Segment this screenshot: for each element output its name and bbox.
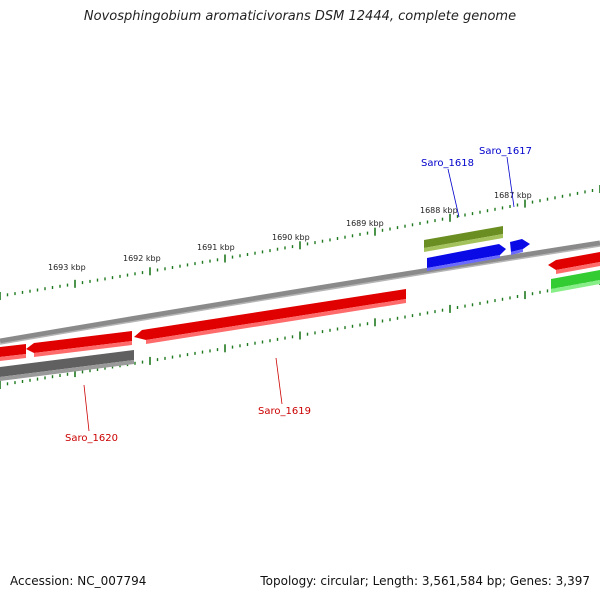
gene-left-edge-shade — [0, 354, 26, 361]
gene-right-green[interactable] — [551, 270, 600, 289]
gene-right-red[interactable] — [548, 252, 600, 270]
gene-right-red-shade — [556, 262, 600, 274]
leader-saro-1618 — [447, 168, 460, 218]
map-title: Novosphingobium aromaticivorans DSM 1244… — [83, 9, 517, 24]
kbp-label-1688: 1688 kbp — [420, 206, 458, 215]
gene-gray[interactable] — [0, 350, 134, 377]
gene-label-saro-1617: Saro_1617 — [479, 146, 532, 157]
gene-label-saro-1618: Saro_1618 — [421, 158, 474, 169]
tick-track-lower — [0, 277, 600, 389]
gene-saro-1617[interactable] — [510, 239, 530, 252]
gene-label-saro-1619: Saro_1619 — [258, 406, 311, 417]
kbp-label-1691: 1691 kbp — [197, 243, 235, 252]
tick-track-upper — [0, 185, 600, 300]
genome-backbone-shadow — [0, 245, 600, 345]
kbp-label-1687: 1687 kbp — [494, 191, 532, 200]
leader-saro-1619 — [275, 357, 283, 405]
genome-backbone — [0, 240, 600, 344]
gene-right-green-shade — [551, 280, 600, 293]
kbp-label-1690: 1690 kbp — [272, 233, 310, 242]
gene-saro-1619[interactable] — [134, 289, 406, 340]
kbp-label-1692: 1692 kbp — [123, 254, 161, 263]
gene-saro-1618[interactable] — [424, 226, 503, 248]
gene-saro-1620-shade — [34, 341, 132, 357]
gene-blue-long-shade — [427, 255, 500, 271]
gene-left-edge[interactable] — [0, 344, 26, 357]
accession-text: Accession: NC_007794 — [10, 574, 147, 588]
leader-saro-1617 — [506, 156, 515, 208]
gene-saro-1618-shade — [424, 234, 503, 252]
gene-label-saro-1620: Saro_1620 — [65, 433, 118, 444]
kbp-label-1693: 1693 kbp — [48, 263, 86, 272]
gene-saro-1617-shade — [511, 249, 523, 255]
gene-saro-1620[interactable] — [26, 331, 132, 353]
gene-saro-1619-shade — [146, 299, 406, 344]
genome-summary-text: Topology: circular; Length: 3,561,584 bp… — [260, 574, 590, 588]
kbp-label-1689: 1689 kbp — [346, 219, 384, 228]
gene-blue-long[interactable] — [427, 244, 506, 268]
leader-saro-1620 — [83, 384, 90, 432]
gene-gray-shade — [0, 360, 134, 381]
